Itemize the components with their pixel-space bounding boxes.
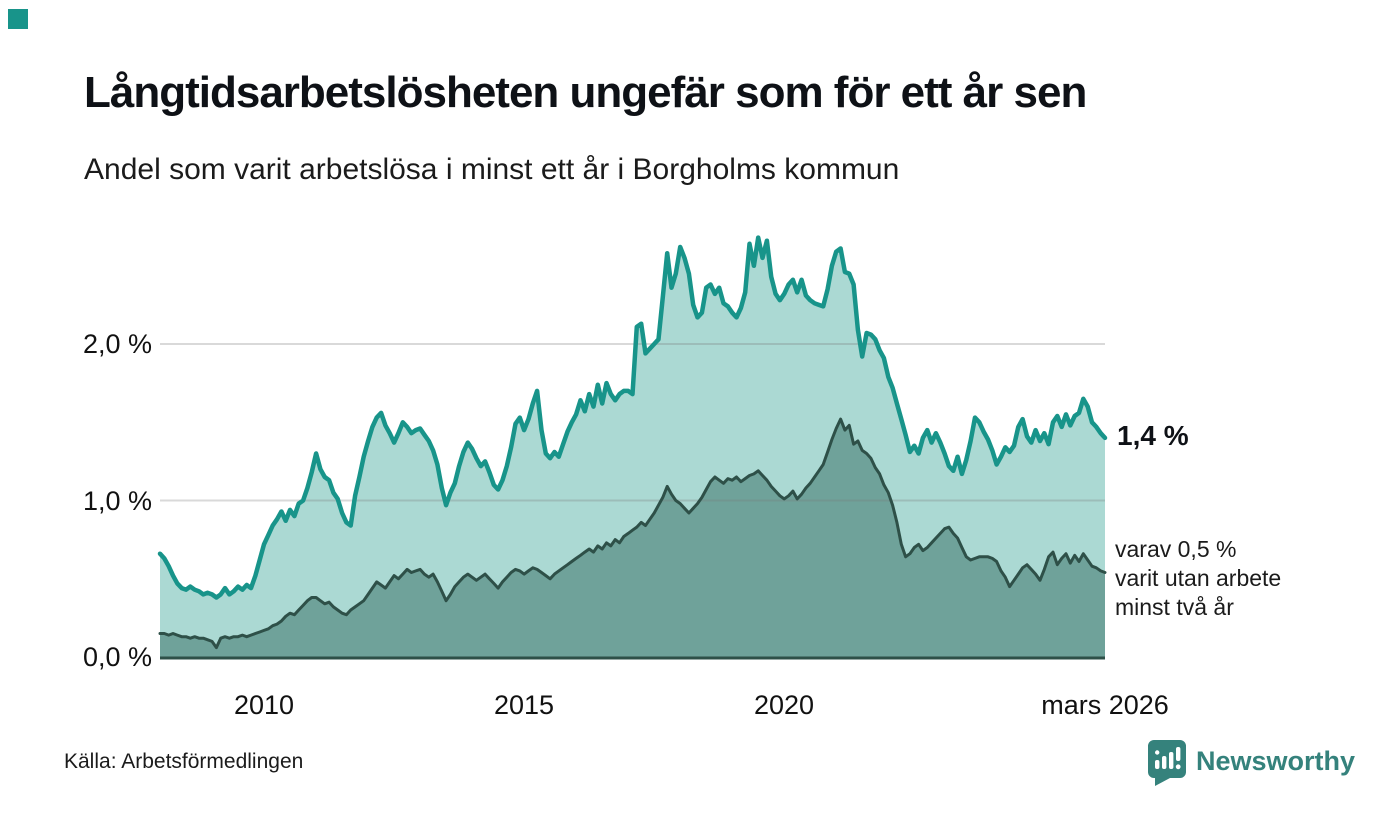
x-tick-label: 2015: [493, 690, 555, 720]
chart-title: Långtidsarbetslösheten ungefär som för e…: [84, 68, 1087, 117]
newsworthy-wordmark: Newsworthy: [1196, 746, 1356, 776]
x-tick-label: mars 2026: [1041, 690, 1169, 720]
x-tick-label: 2010: [233, 690, 295, 720]
newsworthy-logo: Newsworthy: [1146, 739, 1355, 792]
series-line-1: [158, 417, 1107, 650]
series-end-label-one-year: 1,4 %: [1117, 420, 1189, 451]
x-tick-label: 2020: [753, 690, 815, 720]
series-end-label-two-years: varav 0,5 % varit utan arbete minst två …: [1115, 536, 1282, 620]
source-text: Källa: Arbetsförmedlingen: [64, 750, 304, 773]
series-fill-1: [160, 419, 1105, 657]
brand-corner-mark: [8, 9, 28, 29]
y-tick-label: 0,0 %: [82, 642, 152, 672]
chart-subtitle: Andel som varit arbetslösa i minst ett å…: [84, 153, 900, 186]
y-tick-label: 1,0 %: [82, 485, 152, 516]
newsworthy-pin-icon: [1146, 739, 1187, 792]
y-tick-label: 2,0 %: [82, 329, 152, 359]
series-line-0: [157, 235, 1108, 600]
